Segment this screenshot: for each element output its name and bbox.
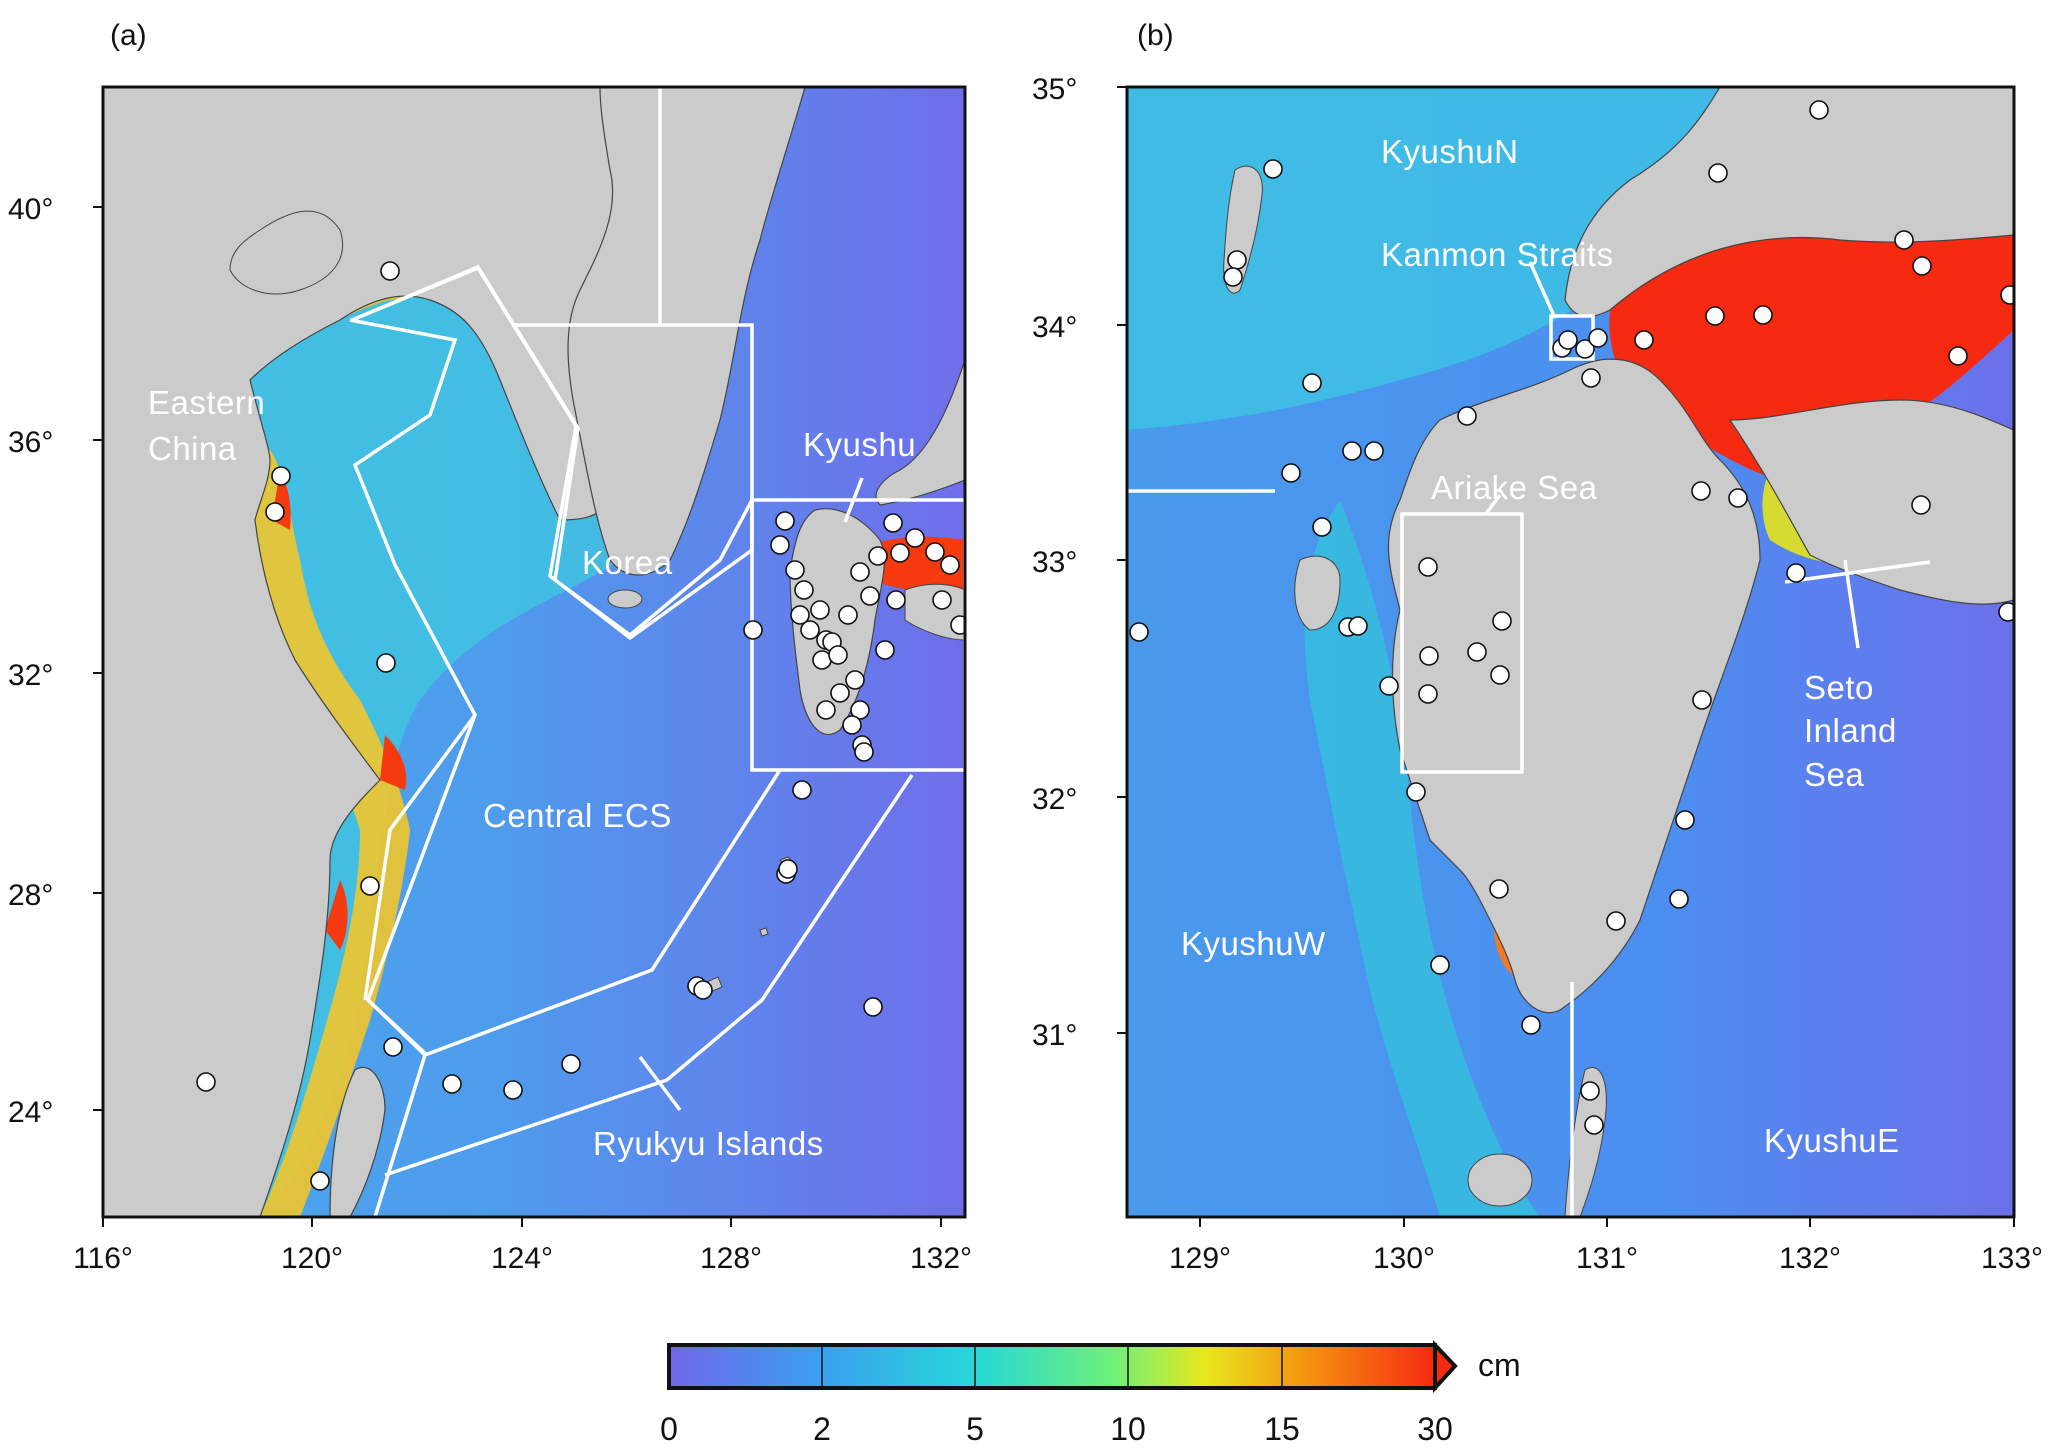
region-boundaries-a: [349, 87, 965, 1217]
zhejiang-hot: [325, 880, 348, 950]
label-ariake-sea: Ariake Sea: [1431, 469, 1598, 506]
china-coast-warm: [255, 450, 410, 1217]
panel-a-xtick: 128°: [700, 1242, 762, 1275]
panel-b-ticks: [1117, 86, 2015, 1227]
panel-b-xtick: 130°: [1373, 1242, 1435, 1275]
colorbar-triangle: [1433, 1340, 1458, 1394]
panel-a-ytick: 32°: [8, 659, 53, 692]
colorbar-tick: 10: [1110, 1411, 1146, 1447]
panel-a-xtick: 132°: [910, 1242, 972, 1275]
label-seto-3: Sea: [1804, 756, 1864, 793]
colorbar-tick: 5: [966, 1411, 984, 1447]
panel-b-tag: (b): [1137, 19, 1174, 52]
stations-b: [1129, 100, 2014, 1135]
colorbar-ramp: [667, 1343, 1437, 1390]
colorbar: cm 0 2 5 10 15 30: [660, 1340, 1521, 1447]
label-korea: Korea: [582, 544, 673, 581]
panel-a-tag: (a): [110, 19, 147, 52]
label-seto-2: Inland: [1804, 712, 1897, 749]
panel-a-xtick: 120°: [281, 1242, 343, 1275]
colorbar-tick: 0: [660, 1411, 678, 1447]
panel-b-xtick: 129°: [1169, 1242, 1231, 1275]
yangtze-hot: [380, 735, 407, 790]
panel-b: KyushuN Kanmon Straits Ariake Sea Seto I…: [1032, 19, 2043, 1275]
region-boundaries-b: [1127, 261, 1931, 1217]
panel-a: Eastern China Korea Kyushu Central ECS R…: [8, 19, 972, 1275]
panel-a-ytick: 36°: [8, 426, 53, 459]
shikoku-land-b: [1728, 399, 2014, 605]
jeju-island: [607, 589, 643, 609]
label-kyushu-n: KyushuN: [1381, 133, 1518, 170]
label-eastern-china-2: China: [148, 430, 237, 467]
west-cyan-band: [1304, 500, 1540, 1217]
label-eastern-china-1: Eastern: [148, 384, 265, 421]
panel-b-ytick: 32°: [1032, 783, 1077, 816]
panel-a-ytick: 28°: [8, 879, 53, 912]
panel-b-ytick: 31°: [1032, 1019, 1077, 1052]
honshu-land-a: [875, 359, 965, 506]
goto-islands: [1294, 555, 1341, 631]
label-ryukyu-islands: Ryukyu Islands: [593, 1125, 824, 1162]
panel-b-xtick: 133°: [1981, 1242, 2043, 1275]
panel-a-ytick: 24°: [8, 1096, 53, 1129]
panel-b-map: KyushuN Kanmon Straits Ariake Sea Seto I…: [1127, 87, 2014, 1217]
colorbar-tick: 30: [1417, 1411, 1453, 1447]
panel-b-ytick: 33°: [1032, 546, 1077, 579]
label-kyushu: Kyushu: [803, 426, 916, 463]
panel-b-ytick: 34°: [1032, 311, 1077, 344]
panel-a-frame: [101, 85, 967, 1219]
colorbar-tick: 2: [813, 1411, 831, 1447]
yakushima-island: [1467, 1153, 1533, 1207]
colorbar-tick: 15: [1264, 1411, 1300, 1447]
bohai-land-patch: [229, 210, 344, 295]
label-kyushu-w: KyushuW: [1181, 925, 1326, 962]
label-seto-1: Seto: [1804, 669, 1874, 706]
panel-b-xtick: 132°: [1779, 1242, 1841, 1275]
korea-land: [567, 87, 806, 576]
colorbar-unit: cm: [1478, 1347, 1521, 1383]
panel-b-ytick: 35°: [1032, 73, 1077, 106]
panel-b-frame: [1125, 85, 2016, 1219]
taiwan-land: [329, 1066, 386, 1217]
panel-a-map: Eastern China Korea Kyushu Central ECS R…: [103, 87, 965, 1217]
panel-a-ticks: [93, 206, 942, 1227]
label-central-ecs: Central ECS: [483, 797, 672, 834]
panel-a-ytick: 40°: [8, 193, 53, 226]
panel-a-xtick: 116°: [73, 1242, 133, 1275]
kyushu-land-b: [1387, 358, 1761, 1014]
stations-a: [196, 261, 965, 1191]
colorbar-dividers: [821, 1345, 1283, 1388]
panel-a-xtick: 124°: [491, 1242, 553, 1275]
panel-b-xtick: 131°: [1576, 1242, 1638, 1275]
seto-red: [1609, 235, 2014, 480]
label-kyushu-e: KyushuE: [1764, 1122, 1900, 1159]
label-kanmon-straits: Kanmon Straits: [1381, 236, 1614, 273]
